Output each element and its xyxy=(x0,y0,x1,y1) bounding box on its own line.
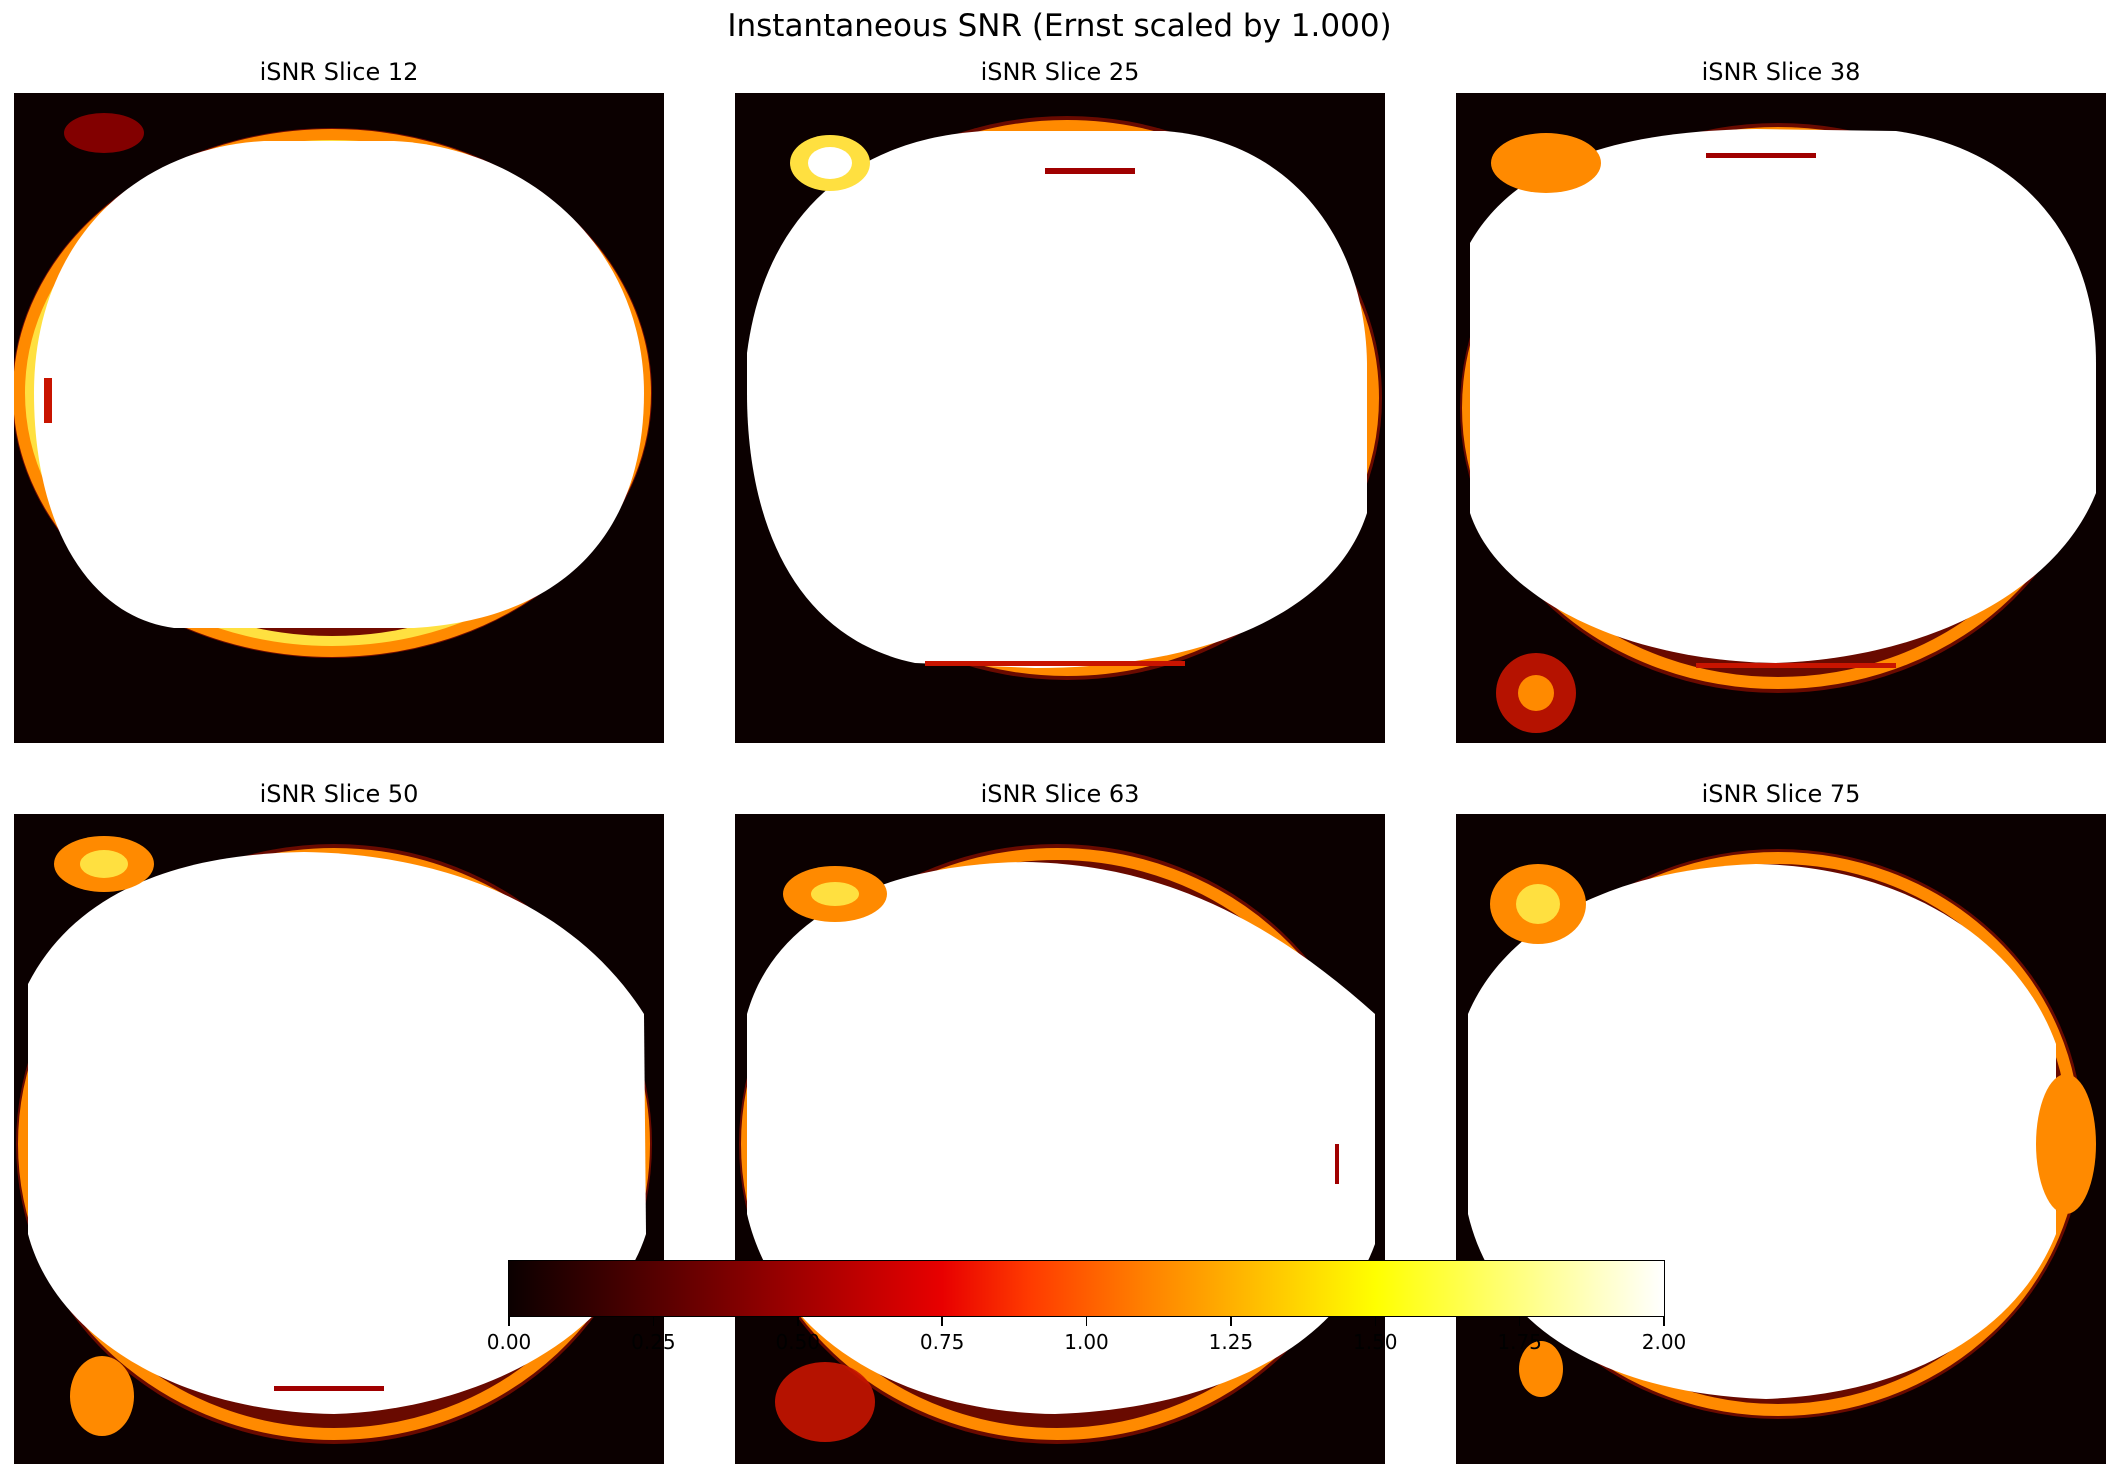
colorbar xyxy=(508,1260,1665,1317)
saturated-region xyxy=(1468,864,2056,1399)
hot-spot xyxy=(70,1356,134,1436)
colorbar-tick xyxy=(941,1317,943,1326)
rim-streak xyxy=(925,661,1185,666)
panel-title-slice-63: iSNR Slice 63 xyxy=(980,780,1140,808)
hot-spot xyxy=(64,113,144,153)
rim-streak xyxy=(1045,168,1135,174)
isnr-map-image xyxy=(739,844,1375,1444)
colorbar-tick-label: 2.00 xyxy=(1641,1330,1687,1354)
panel-title-slice-25: iSNR Slice 25 xyxy=(980,58,1140,86)
colorbar-tick xyxy=(797,1317,799,1326)
hot-spot xyxy=(1516,884,1560,924)
hot-spot xyxy=(2036,1074,2096,1214)
isnr-map-image xyxy=(747,116,1382,680)
panel-title-slice-38: iSNR Slice 38 xyxy=(1701,58,1861,86)
hot-spot xyxy=(80,850,128,878)
isnr-map-image xyxy=(1460,123,2096,733)
colorbar-tick-label: 0.50 xyxy=(775,1330,821,1354)
colorbar-tick-label: 0.00 xyxy=(486,1330,532,1354)
colorbar-tick xyxy=(1085,1317,1088,1326)
isnr-map-slice-75 xyxy=(1456,814,2106,1464)
panel-title-slice-75: iSNR Slice 75 xyxy=(1701,780,1861,808)
rim-streak xyxy=(274,1386,384,1391)
colorbar-tick-label: 0.75 xyxy=(919,1330,965,1354)
rim-streak xyxy=(1696,663,1896,668)
isnr-map-slice-50 xyxy=(14,814,664,1464)
isnr-map-slice-63 xyxy=(735,814,1385,1464)
isnr-map-slice-12 xyxy=(14,93,664,743)
panel-title-slice-50: iSNR Slice 50 xyxy=(259,780,419,808)
hot-spot xyxy=(775,1362,875,1442)
colorbar-tick xyxy=(1230,1317,1232,1326)
colorbar-tick xyxy=(1663,1317,1665,1326)
colorbar-tick xyxy=(1374,1317,1376,1326)
hot-spot xyxy=(808,147,852,179)
isnr-map-slice-38 xyxy=(1456,93,2106,743)
isnr-map-slice-25 xyxy=(735,93,1385,743)
saturated-region xyxy=(747,131,1367,668)
panel-title-slice-12: iSNR Slice 12 xyxy=(259,58,419,86)
isnr-map-image xyxy=(14,113,652,658)
rim-streak xyxy=(1335,1144,1339,1184)
isnr-map-image xyxy=(16,836,652,1444)
hot-spot xyxy=(811,882,859,906)
hot-spot xyxy=(44,378,52,423)
hot-spot xyxy=(1491,133,1601,193)
hot-spot xyxy=(1518,675,1554,711)
colorbar-tick xyxy=(652,1317,655,1326)
colorbar-tick-label: 1.75 xyxy=(1497,1330,1542,1354)
saturated-region xyxy=(28,852,646,1414)
colorbar-tick-label: 1.50 xyxy=(1352,1330,1398,1354)
figure-title: Instantaneous SNR (Ernst scaled by 1.000… xyxy=(727,8,1392,44)
colorbar-tick-label: 1.25 xyxy=(1208,1330,1254,1354)
colorbar-tick-label: 1.00 xyxy=(1064,1330,1109,1354)
isnr-map-image xyxy=(1468,849,2096,1419)
colorbar-tick xyxy=(1518,1317,1521,1326)
colorbar-tick-label: 0.25 xyxy=(631,1330,676,1354)
hot-spot xyxy=(1519,1341,1563,1397)
colorbar-tick xyxy=(508,1317,510,1326)
saturated-region xyxy=(34,141,644,628)
rim-streak xyxy=(1706,153,1816,158)
saturated-region xyxy=(1470,129,2096,663)
